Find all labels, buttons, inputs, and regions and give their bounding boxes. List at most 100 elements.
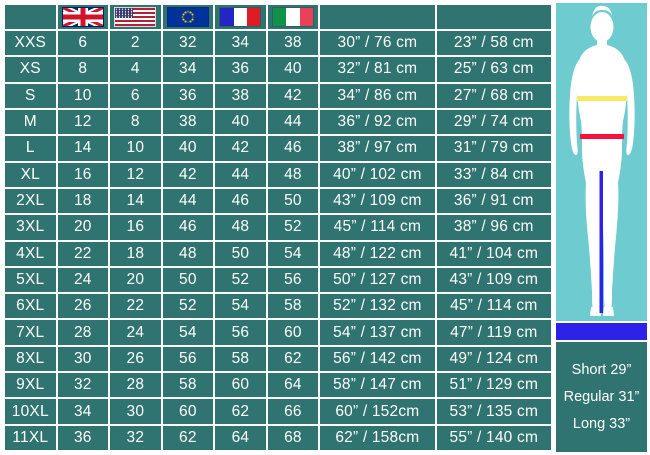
cell-bust: 43” / 109 cm <box>320 188 435 214</box>
column-header-eu <box>162 5 214 29</box>
cell-uk: 30 <box>57 346 109 372</box>
size-label-cell: 10XL <box>5 399 56 424</box>
cell-eu: 54 <box>162 320 214 345</box>
cell-uk: 24 <box>57 267 109 293</box>
cell-us: 32 <box>110 425 161 450</box>
table-row[interactable]: XS 8 4 34 36 40 32” / 81 cm 25” / 63 cm <box>5 57 551 82</box>
cell-fr: 36 <box>215 57 266 82</box>
table-row[interactable]: 4XL 22 18 48 50 54 48” / 122 cm 41” / 104 cm <box>5 241 551 266</box>
cell-it: 64 <box>267 373 319 398</box>
size-label-cell: XXS <box>5 31 56 56</box>
table-row[interactable]: 2XL 18 14 44 46 50 43” / 109 cm 36” / 91 cm <box>5 188 551 214</box>
cell-waist: 49” / 124 cm <box>436 346 551 372</box>
us-flag-icon <box>114 7 157 27</box>
table-row[interactable]: 5XL 24 20 50 52 56 50” / 127 cm 43” / 109 cm <box>5 267 551 293</box>
column-header-fr <box>215 5 266 29</box>
size-label-cell: M <box>5 109 56 135</box>
size-label-cell: 2XL <box>5 188 56 214</box>
cell-uk: 26 <box>57 294 109 319</box>
cell-uk: 12 <box>57 109 109 135</box>
cell-eu: 60 <box>162 399 214 424</box>
cell-us: 8 <box>110 109 161 135</box>
table-row[interactable]: 9XL 32 28 58 60 64 58” / 147 cm 51” / 129 cm <box>5 373 551 398</box>
cell-waist: 53” / 135 cm <box>436 399 551 424</box>
table-row[interactable]: 6XL 26 22 52 54 58 52” / 132 cm 45” / 114 cm <box>5 294 551 319</box>
cell-it: 58 <box>267 294 319 319</box>
size-label-cell: 8XL <box>5 346 56 372</box>
cell-eu: 42 <box>162 162 214 187</box>
uk-flag-icon <box>61 7 104 27</box>
cell-bust: 60” / 152cm <box>320 399 435 424</box>
legend-regular: Regular 31” <box>563 389 640 405</box>
bust-column-header-bar <box>320 5 435 29</box>
eu-flag-icon <box>166 7 209 27</box>
cell-uk: 20 <box>57 215 109 240</box>
cell-us: 12 <box>110 162 161 187</box>
cell-us: 4 <box>110 57 161 82</box>
table-row[interactable]: 11XL 36 32 62 64 68 62” / 158cm 55” / 140 cm <box>5 425 551 450</box>
cell-us: 22 <box>110 294 161 319</box>
column-header-it <box>267 5 319 29</box>
cell-us: 2 <box>110 31 161 56</box>
waist-measure-line <box>579 134 624 139</box>
cell-eu: 50 <box>162 267 214 293</box>
inseam-color-bar <box>556 323 647 340</box>
size-label-cell: 3XL <box>5 215 56 240</box>
cell-us: 16 <box>110 215 161 240</box>
cell-bust: 36” / 92 cm <box>320 109 435 135</box>
cell-fr: 58 <box>215 346 266 372</box>
cell-waist: 38” / 96 cm <box>436 215 551 240</box>
size-label-cell: 4XL <box>5 241 56 266</box>
cell-bust: 34” / 86 cm <box>320 83 435 108</box>
cell-fr: 48 <box>215 215 266 240</box>
cell-eu: 46 <box>162 215 214 240</box>
cell-it: 66 <box>267 399 319 424</box>
cell-bust: 58” / 147 cm <box>320 373 435 398</box>
cell-it: 38 <box>267 31 319 56</box>
table-row[interactable]: XXS 6 2 32 34 38 30” / 76 cm 23” / 58 cm <box>5 31 551 56</box>
cell-waist: 43” / 109 cm <box>436 267 551 293</box>
cell-us: 10 <box>110 136 161 161</box>
cell-waist: 23” / 58 cm <box>436 31 551 56</box>
table-row[interactable]: XL 16 12 42 44 48 40” / 102 cm 33” / 84 cm <box>5 162 551 187</box>
table-row[interactable]: M 12 8 38 40 44 36” / 92 cm 29” / 74 cm <box>5 109 551 135</box>
cell-fr: 50 <box>215 241 266 266</box>
table-row[interactable]: 8XL 30 26 56 58 62 56” / 142 cm 49” / 124 cm <box>5 346 551 372</box>
cell-eu: 32 <box>162 31 214 56</box>
cell-bust: 30” / 76 cm <box>320 31 435 56</box>
table-row[interactable]: L 14 10 40 42 46 38” / 97 cm 31” / 79 cm <box>5 136 551 161</box>
female-body-silhouette-icon <box>568 5 635 316</box>
column-header-uk <box>57 5 109 29</box>
size-label-cell: 5XL <box>5 267 56 293</box>
cell-uk: 22 <box>57 241 109 266</box>
cell-eu: 62 <box>162 425 214 450</box>
cell-it: 60 <box>267 320 319 345</box>
cell-uk: 36 <box>57 425 109 450</box>
cell-bust: 52” / 132 cm <box>320 294 435 319</box>
cell-uk: 34 <box>57 399 109 424</box>
cell-fr: 46 <box>215 188 266 214</box>
cell-it: 44 <box>267 109 319 135</box>
cell-bust: 32” / 81 cm <box>320 57 435 82</box>
cell-bust: 54” / 137 cm <box>320 320 435 345</box>
size-label-cell: XL <box>5 162 56 187</box>
cell-us: 18 <box>110 241 161 266</box>
cell-us: 30 <box>110 399 161 424</box>
cell-fr: 34 <box>215 31 266 56</box>
cell-bust: 48” / 122 cm <box>320 241 435 266</box>
cell-us: 26 <box>110 346 161 372</box>
cell-fr: 40 <box>215 109 266 135</box>
cell-eu: 36 <box>162 83 214 108</box>
table-row[interactable]: 3XL 20 16 46 48 52 45” / 114 cm 38” / 96 cm <box>5 215 551 240</box>
cell-uk: 18 <box>57 188 109 214</box>
size-label-cell: 7XL <box>5 320 56 345</box>
cell-fr: 64 <box>215 425 266 450</box>
cell-waist: 25” / 63 cm <box>436 57 551 82</box>
size-label-cell: 6XL <box>5 294 56 319</box>
table-row[interactable]: S 10 6 36 38 42 34” / 86 cm 27” / 68 cm <box>5 83 551 108</box>
table-row[interactable]: 10XL 34 30 60 62 66 60” / 152cm 53” / 135 cm <box>5 399 551 424</box>
size-table-container: XXS 6 2 32 34 38 30” / 76 cm 23” / 58 cm XS 8 4 34 3… <box>5 5 551 450</box>
cell-waist: 33” / 84 cm <box>436 162 551 187</box>
cell-it: 56 <box>267 267 319 293</box>
table-row[interactable]: 7XL 28 24 54 56 60 54” / 137 cm 47” / 119 cm <box>5 320 551 345</box>
